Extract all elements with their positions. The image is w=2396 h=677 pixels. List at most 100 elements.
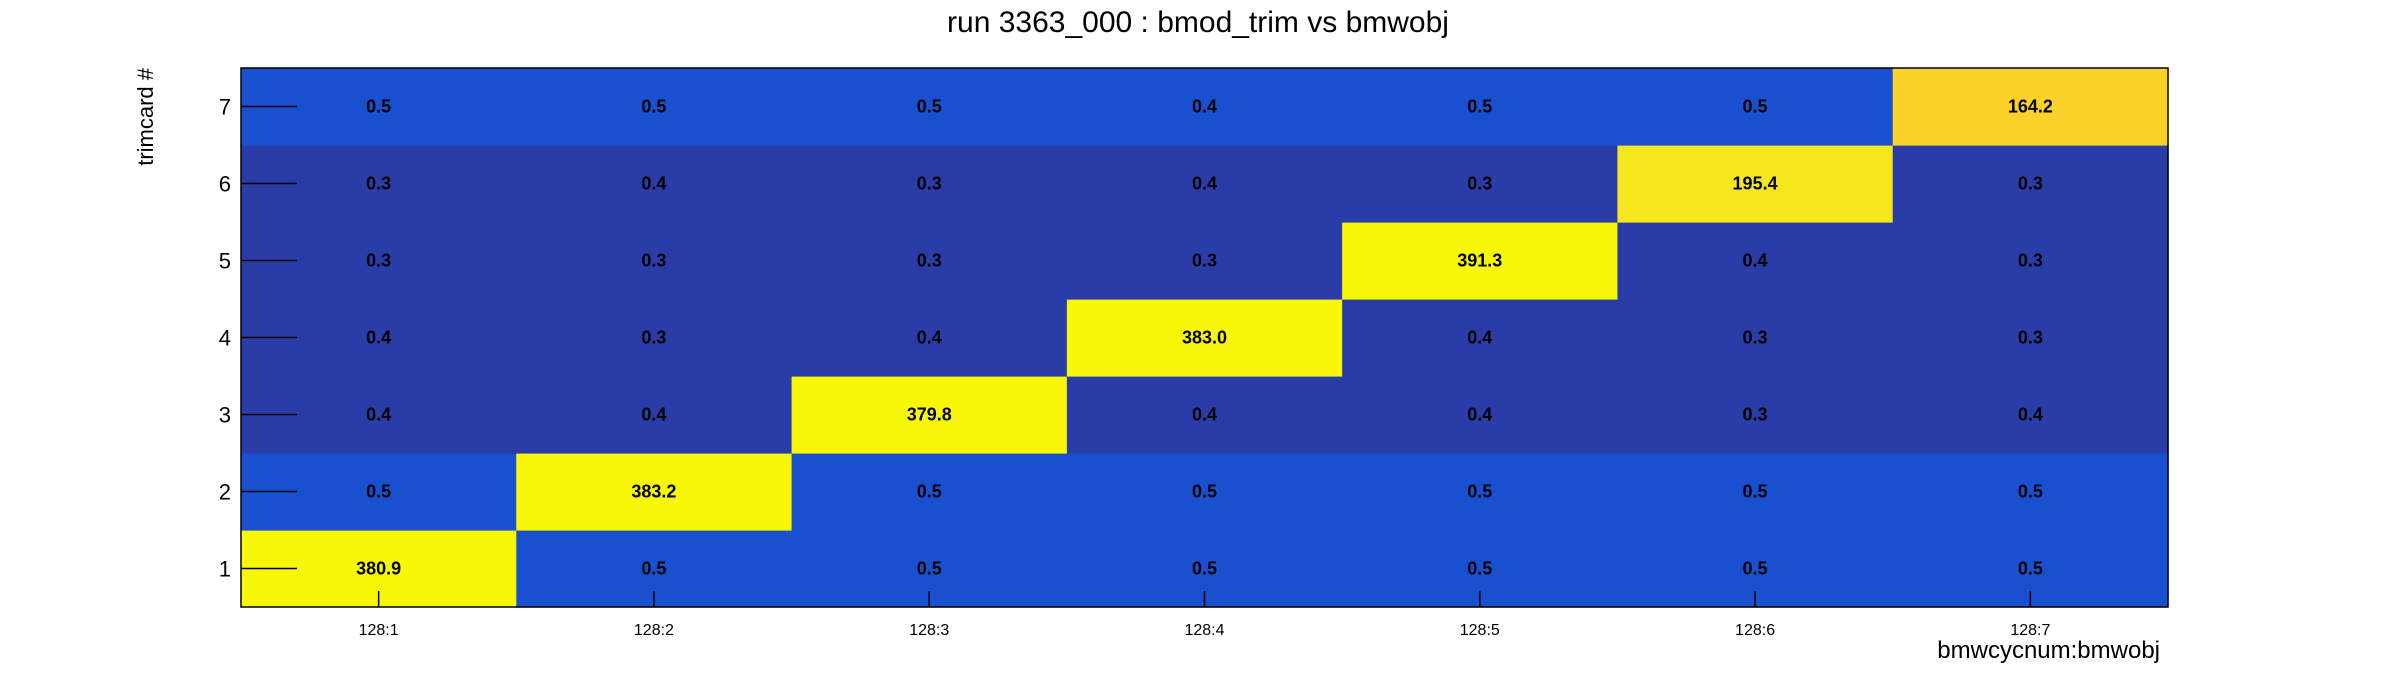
cell-value-label: 0.5 — [1467, 482, 1492, 502]
heatmap-cell — [1066, 145, 1343, 223]
cell-value-label: 0.3 — [917, 251, 942, 271]
cell-value-label: 0.3 — [641, 251, 666, 271]
heatmap-cell — [1342, 222, 1619, 300]
cell-value-label: 0.4 — [366, 328, 391, 348]
cell-value-label: 0.5 — [917, 97, 942, 117]
chart-title: run 3363_000 : bmod_trim vs bmwobj — [947, 6, 1449, 39]
cell-value-label: 0.5 — [1743, 482, 1768, 502]
heatmap-cell — [1066, 376, 1343, 454]
cell-value-label: 0.3 — [1192, 251, 1217, 271]
cell-value-label: 0.5 — [917, 559, 942, 579]
heatmap-cell — [1892, 145, 2169, 223]
heatmap-cell — [791, 453, 1068, 531]
cell-value-label: 0.3 — [1467, 174, 1492, 194]
cell-value-label: 0.4 — [641, 405, 666, 425]
heatmap-cell — [516, 376, 793, 454]
heatmap-cell — [791, 68, 1068, 146]
cell-value-label: 0.4 — [1743, 251, 1768, 271]
x-axis: 128:1 128:2 128:3 128:4 128:5 128:6 128:7 — [359, 591, 2050, 639]
x-axis-title: bmwcycnum:bmwobj — [1937, 637, 2160, 664]
heatmap-cell — [1342, 145, 1619, 223]
x-tick-label: 128:6 — [1735, 622, 1775, 639]
cell-value-labels: 380.9 0.5 0.5 0.5 0.5 0.5 0.5 0.5 383.2 0.5 0.5 0.5… — [356, 97, 2053, 579]
heatmap-cell — [1066, 299, 1343, 377]
y-tick-label: 7 — [219, 95, 231, 120]
cell-value-label: 0.5 — [1743, 97, 1768, 117]
heatmap-cell — [1617, 299, 1894, 377]
cell-value-label: 0.3 — [641, 328, 666, 348]
cell-value-label: 0.5 — [1192, 559, 1217, 579]
cell-value-label: 0.5 — [1467, 559, 1492, 579]
x-tick-label: 128:2 — [634, 622, 674, 639]
cell-value-label: 379.8 — [907, 405, 952, 425]
cell-value-label: 0.4 — [1467, 405, 1492, 425]
x-tick-label: 128:4 — [1184, 622, 1224, 639]
cell-value-label: 0.4 — [1192, 405, 1217, 425]
heatmap-cell — [791, 299, 1068, 377]
cell-value-label: 0.4 — [1192, 174, 1217, 194]
cell-value-label: 383.2 — [631, 482, 676, 502]
heatmap-cell — [1342, 376, 1619, 454]
cell-value-label: 0.3 — [2018, 251, 2043, 271]
y-tick-label: 5 — [219, 249, 231, 274]
heatmap-cell — [516, 222, 793, 300]
cell-value-label: 0.3 — [366, 251, 391, 271]
heatmap-cell — [1617, 222, 1894, 300]
heatmap-cell — [1892, 68, 2169, 146]
y-tick-label: 1 — [219, 557, 231, 582]
heatmap-cell — [1066, 453, 1343, 531]
heatmap-cell — [516, 68, 793, 146]
cell-value-label: 391.3 — [1457, 251, 1502, 271]
cell-value-label: 0.4 — [366, 405, 391, 425]
cell-value-label: 0.5 — [641, 97, 666, 117]
cell-value-label: 0.5 — [2018, 482, 2043, 502]
cell-value-label: 0.3 — [917, 174, 942, 194]
heatmap-cell — [1617, 376, 1894, 454]
heatmap-cell — [516, 453, 793, 531]
heatmap-cell — [1892, 222, 2169, 300]
heatmap-cell — [516, 299, 793, 377]
cell-value-label: 0.4 — [917, 328, 942, 348]
cell-value-label: 0.5 — [366, 482, 391, 502]
heatmap-cell — [1342, 68, 1619, 146]
cell-value-label: 0.4 — [1192, 97, 1217, 117]
heatmap-cell — [1617, 145, 1894, 223]
cell-value-label: 0.5 — [917, 482, 942, 502]
heatmap-cells — [241, 68, 2169, 608]
cell-value-label: 380.9 — [356, 559, 401, 579]
heatmap-cell — [516, 145, 793, 223]
heatmap-cell — [1342, 299, 1619, 377]
cell-value-label: 0.5 — [1192, 482, 1217, 502]
y-tick-label: 3 — [219, 403, 231, 428]
y-axis-title: trimcard # — [133, 67, 158, 166]
cell-value-label: 0.3 — [1743, 405, 1768, 425]
cell-value-label: 0.3 — [1743, 328, 1768, 348]
heatmap-cell — [1342, 453, 1619, 531]
y-axis: 1 2 3 4 5 6 7 — [219, 95, 297, 582]
heatmap-cell — [1892, 453, 2169, 531]
cell-value-label: 0.4 — [641, 174, 666, 194]
cell-value-label: 0.4 — [1467, 328, 1492, 348]
heatmap-cell — [1066, 68, 1343, 146]
cell-value-label: 0.5 — [1743, 559, 1768, 579]
cell-value-label: 0.5 — [2018, 559, 2043, 579]
cell-value-label: 0.3 — [366, 174, 391, 194]
heatmap-cell — [791, 145, 1068, 223]
cell-value-label: 383.0 — [1182, 328, 1227, 348]
cell-value-label: 164.2 — [2008, 97, 2053, 117]
heatmap-cell — [791, 376, 1068, 454]
heatmap-cell — [1892, 299, 2169, 377]
x-tick-label: 128:1 — [359, 622, 399, 639]
heatmap-cell — [1617, 68, 1894, 146]
cell-value-label: 0.5 — [1467, 97, 1492, 117]
heatmap-cell — [1892, 376, 2169, 454]
heatmap-cell — [1617, 453, 1894, 531]
x-tick-label: 128:3 — [909, 622, 949, 639]
x-tick-label: 128:5 — [1460, 622, 1500, 639]
cell-value-label: 0.3 — [2018, 174, 2043, 194]
heatmap-cell — [1066, 222, 1343, 300]
cell-value-label: 0.3 — [2018, 328, 2043, 348]
y-tick-label: 4 — [219, 326, 231, 351]
